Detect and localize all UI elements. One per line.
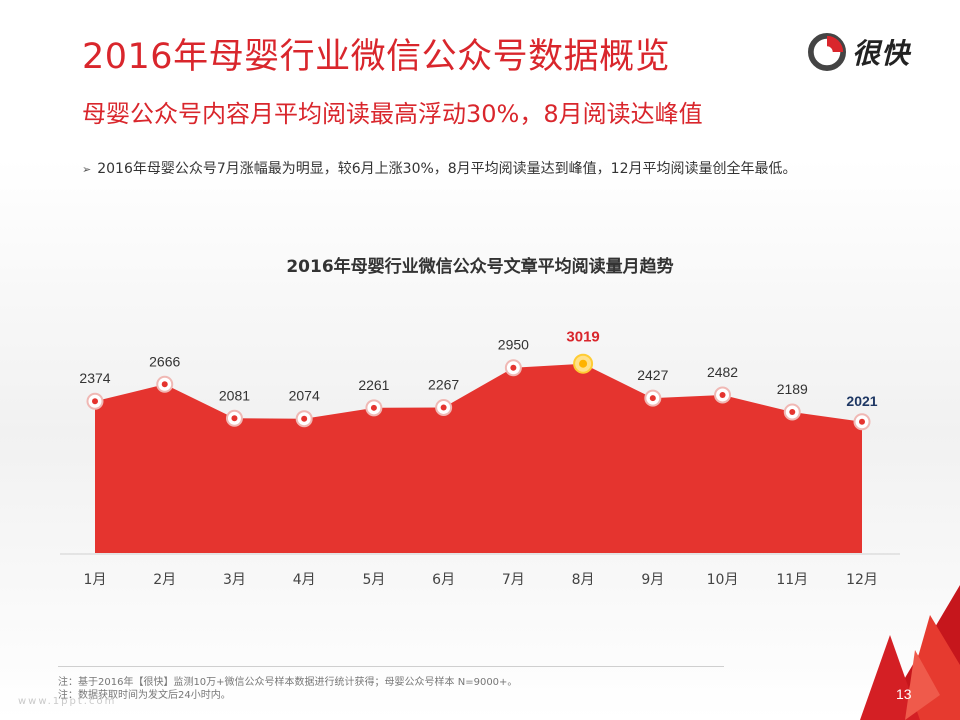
logo-text: 很快 [852,37,911,70]
data-point-6 [435,398,453,416]
series-area [95,363,862,553]
data-label-1: 2374 [79,370,110,386]
data-point-8 [573,353,594,374]
bullet-text: 2016年母婴公众号7月涨幅最为明显，较6月上涨30%，8月平均阅读量达到峰值，… [97,161,797,177]
data-point-7 [504,359,522,377]
page-subtitle: 母婴公众号内容月平均阅读最高浮动30%，8月阅读达峰值 [82,100,703,128]
data-label-11: 2189 [777,381,808,397]
page-title: 2016年母婴行业微信公众号数据概览 [82,37,671,77]
x-tick-label-7: 7月 [502,572,525,588]
data-point-2 [156,375,174,393]
corner-decoration [860,585,960,720]
data-point-12 [853,413,871,431]
data-label-10: 2482 [707,364,738,380]
data-point-4 [295,410,313,428]
x-tick-label-1: 1月 [84,572,107,588]
area-chart: 2016年母婴行业微信公众号文章平均阅读量月趋势 2374 2666 2081 207… [60,256,900,588]
data-point-1 [86,392,104,410]
footnotes: 注：基于2016年【很快】监测10万+微信公众号样本数据进行统计获得；母婴公众号… [58,676,517,702]
data-point-9 [644,389,662,407]
bullet-point: ➢ 2016年母婴公众号7月涨幅最为明显，较6月上涨30%，8月平均阅读量达到峰值… [82,158,797,178]
data-point-3 [225,409,243,427]
x-tick-label-8: 8月 [572,572,595,588]
data-label-3: 2081 [219,387,250,403]
data-label-8: 3019 [566,329,599,346]
x-tick-label-10: 10月 [707,572,739,588]
x-tick-label-11: 11月 [776,572,808,588]
brand-logo: 很快 [808,30,932,74]
page-number: 13 [896,686,912,702]
x-tick-label-4: 4月 [293,572,316,588]
data-point-5 [365,399,383,417]
x-tick-label-3: 3月 [223,572,246,588]
logo-icon [808,33,846,71]
x-tick-label-6: 6月 [432,572,455,588]
x-tick-label-9: 9月 [641,572,664,588]
footnote-2: 注：数据获取时间为发文后24小时内。 [58,690,231,701]
data-label-12: 2021 [846,393,877,409]
data-label-9: 2427 [637,367,668,383]
bullet-arrow-icon: ➢ [82,163,92,176]
data-label-6: 2267 [428,376,459,392]
data-label-2: 2666 [149,353,180,369]
x-tick-label-12: 12月 [846,572,878,588]
x-tick-label-2: 2月 [153,572,176,588]
footnote-divider [58,666,724,667]
data-label-5: 2261 [358,377,389,393]
footnote-1: 注：基于2016年【很快】监测10万+微信公众号样本数据进行统计获得；母婴公众号… [58,677,518,688]
watermark: www.1ppt.com [18,696,117,707]
chart-title: 2016年母婴行业微信公众号文章平均阅读量月趋势 [286,256,673,277]
data-point-10 [714,386,732,404]
data-label-7: 2950 [498,337,529,353]
x-tick-label-5: 5月 [362,572,385,588]
data-point-11 [783,403,801,421]
data-label-4: 2074 [289,388,320,404]
